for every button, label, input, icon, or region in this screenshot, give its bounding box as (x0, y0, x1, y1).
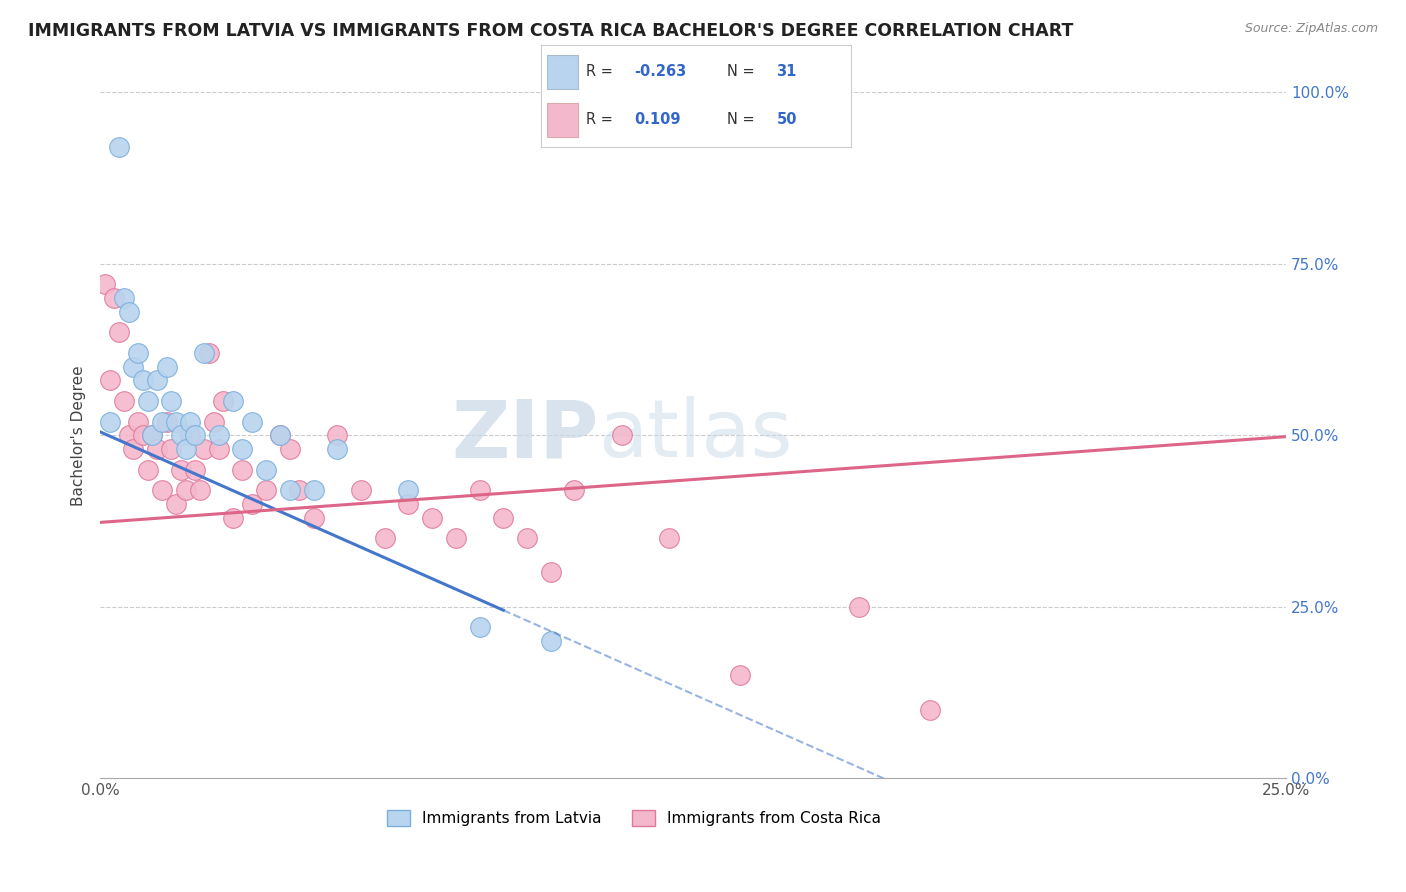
Point (254, 462, 277, 476)
Point (326, 428, 349, 442)
Point (278, 442, 301, 456)
Text: N =: N = (727, 64, 759, 79)
Text: R =: R = (586, 112, 617, 128)
Point (146, 373, 169, 387)
Point (202, 415, 225, 429)
Text: 0.109: 0.109 (634, 112, 681, 128)
Point (127, 415, 149, 429)
Point (184, 428, 207, 442)
Point (302, 483, 325, 498)
Y-axis label: Bachelor's Degree: Bachelor's Degree (72, 365, 86, 506)
Point (170, 428, 193, 442)
Point (540, 566, 562, 580)
Bar (547, 103, 578, 137)
Point (146, 442, 169, 456)
Point (127, 346, 149, 360)
Point (136, 462, 159, 476)
Point (98, 415, 121, 429)
Point (208, 442, 231, 456)
Point (288, 483, 311, 498)
Point (132, 373, 155, 387)
Point (848, 599, 870, 614)
Point (398, 483, 420, 498)
Text: atlas: atlas (598, 396, 793, 475)
Point (730, 668, 752, 682)
Text: R =: R = (586, 64, 617, 79)
Point (269, 428, 291, 442)
Point (155, 415, 177, 429)
Point (326, 442, 349, 456)
Point (160, 394, 183, 409)
Point (208, 428, 231, 442)
Point (920, 703, 942, 717)
Point (222, 510, 245, 524)
Text: 50: 50 (776, 112, 797, 128)
Point (240, 497, 263, 511)
Point (188, 483, 211, 498)
Point (222, 394, 245, 409)
Point (112, 394, 135, 409)
Point (184, 462, 207, 476)
Point (231, 442, 253, 456)
Point (179, 415, 201, 429)
Point (155, 359, 177, 374)
Point (165, 497, 187, 511)
Point (269, 428, 291, 442)
Point (98, 373, 121, 387)
Point (150, 415, 173, 429)
Point (278, 483, 301, 498)
Point (122, 442, 145, 456)
Text: -0.263: -0.263 (634, 64, 686, 79)
Point (103, 291, 125, 305)
Point (193, 442, 215, 456)
Point (198, 346, 221, 360)
Point (141, 428, 163, 442)
Point (374, 531, 396, 545)
Legend: Immigrants from Latvia, Immigrants from Costa Rica: Immigrants from Latvia, Immigrants from … (381, 804, 887, 832)
Point (420, 510, 443, 524)
Point (302, 510, 325, 524)
Point (141, 428, 163, 442)
Point (398, 497, 420, 511)
Point (492, 510, 515, 524)
Point (136, 394, 159, 409)
Point (174, 442, 197, 456)
Point (658, 531, 681, 545)
Point (132, 428, 155, 442)
Point (117, 305, 139, 319)
Text: Source: ZipAtlas.com: Source: ZipAtlas.com (1244, 22, 1378, 36)
Point (160, 442, 183, 456)
Text: ZIP: ZIP (451, 396, 598, 475)
Point (94, 277, 117, 292)
Text: 31: 31 (776, 64, 797, 79)
Point (231, 462, 253, 476)
Point (540, 634, 562, 648)
Point (117, 428, 139, 442)
Text: IMMIGRANTS FROM LATVIA VS IMMIGRANTS FROM COSTA RICA BACHELOR'S DEGREE CORRELATI: IMMIGRANTS FROM LATVIA VS IMMIGRANTS FRO… (28, 22, 1074, 40)
Point (112, 291, 135, 305)
Point (170, 462, 193, 476)
Point (174, 483, 197, 498)
Point (468, 620, 491, 634)
Point (444, 531, 467, 545)
Point (350, 483, 373, 498)
Point (108, 140, 131, 154)
Point (193, 346, 215, 360)
Point (150, 483, 173, 498)
Text: N =: N = (727, 112, 759, 128)
Point (212, 394, 235, 409)
Point (240, 415, 263, 429)
Point (108, 326, 131, 340)
Point (564, 483, 586, 498)
Point (179, 428, 201, 442)
Point (122, 359, 145, 374)
Point (516, 531, 538, 545)
Point (468, 483, 491, 498)
Point (254, 483, 277, 498)
Bar (547, 55, 578, 88)
Point (165, 415, 187, 429)
Point (610, 428, 633, 442)
